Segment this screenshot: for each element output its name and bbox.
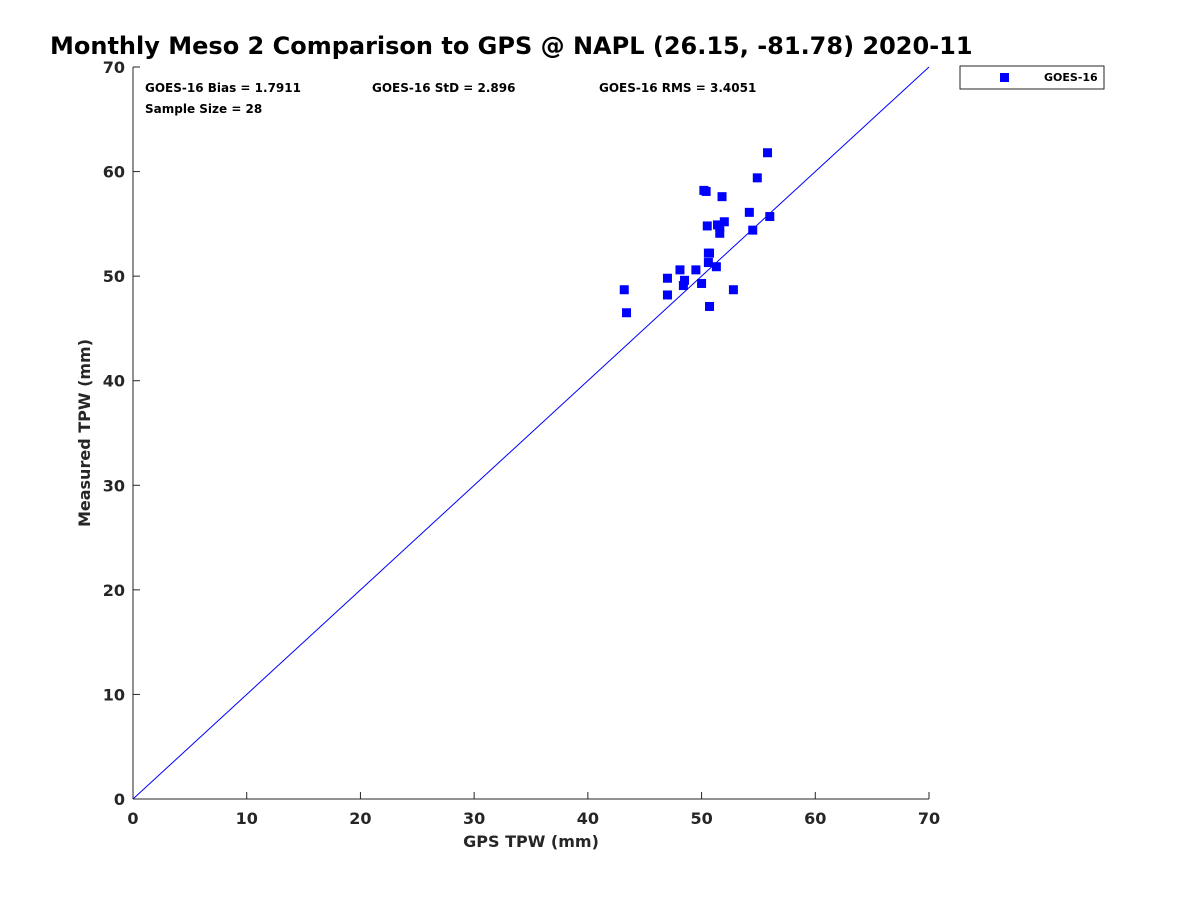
legend-box (959, 65, 1105, 90)
data-point (703, 258, 713, 268)
data-point (622, 308, 632, 318)
data-point (678, 281, 688, 291)
data-point (728, 285, 738, 295)
y-tick-label: 40 (103, 372, 125, 391)
data-point (619, 285, 629, 295)
data-point (719, 217, 729, 227)
x-tick-label: 60 (804, 809, 826, 828)
y-tick-label: 60 (103, 163, 125, 182)
data-point (748, 225, 758, 235)
axes (132, 67, 929, 800)
y-tick-label: 20 (103, 581, 125, 600)
data-point (752, 173, 762, 183)
std-stat: GOES-16 StD = 2.896 (372, 81, 515, 95)
y-tick-label: 30 (103, 476, 125, 495)
legend: GOES-16 (959, 65, 1105, 90)
x-tick-label: 50 (690, 809, 712, 828)
y-axis-label: Measured TPW (mm) (75, 339, 94, 527)
data-points (619, 148, 775, 318)
y-tick-label: 10 (103, 685, 125, 704)
x-axis-label: GPS TPW (mm) (463, 832, 599, 851)
data-point (702, 221, 712, 231)
data-point (763, 148, 773, 158)
x-tick-label: 20 (349, 809, 371, 828)
one-to-one-line (132, 66, 930, 800)
x-tick-label: 70 (918, 809, 940, 828)
data-point (691, 265, 701, 275)
data-point (662, 273, 672, 283)
data-point (744, 207, 754, 217)
data-point (717, 192, 727, 202)
data-point (705, 301, 715, 311)
data-point (701, 186, 711, 196)
data-point (705, 248, 715, 258)
y-tick-label: 0 (114, 790, 125, 809)
data-point (662, 290, 672, 300)
x-tick-label: 10 (236, 809, 258, 828)
data-point (765, 212, 775, 222)
legend-marker-goes16 (1000, 73, 1009, 82)
data-point (711, 262, 721, 272)
rms-stat: GOES-16 RMS = 3.4051 (599, 81, 756, 95)
data-point (697, 278, 707, 288)
chart-title: Monthly Meso 2 Comparison to GPS @ NAPL … (50, 32, 973, 60)
bias-stat: GOES-16 Bias = 1.7911 (145, 81, 301, 95)
y-ticks: 0 10 20 30 40 50 60 70 (103, 58, 140, 809)
legend-label-goes16: GOES-16 (1044, 71, 1098, 84)
y-tick-label: 70 (103, 58, 125, 77)
x-ticks: 0 10 20 30 40 50 60 70 (127, 792, 940, 828)
y-tick-label: 50 (103, 267, 125, 286)
x-tick-label: 0 (127, 809, 138, 828)
data-point (715, 222, 725, 232)
x-tick-label: 30 (463, 809, 485, 828)
data-point (680, 275, 690, 285)
data-point (675, 265, 685, 275)
sample-size-stat: Sample Size = 28 (145, 102, 262, 116)
x-tick-label: 40 (577, 809, 599, 828)
data-point (715, 228, 725, 238)
